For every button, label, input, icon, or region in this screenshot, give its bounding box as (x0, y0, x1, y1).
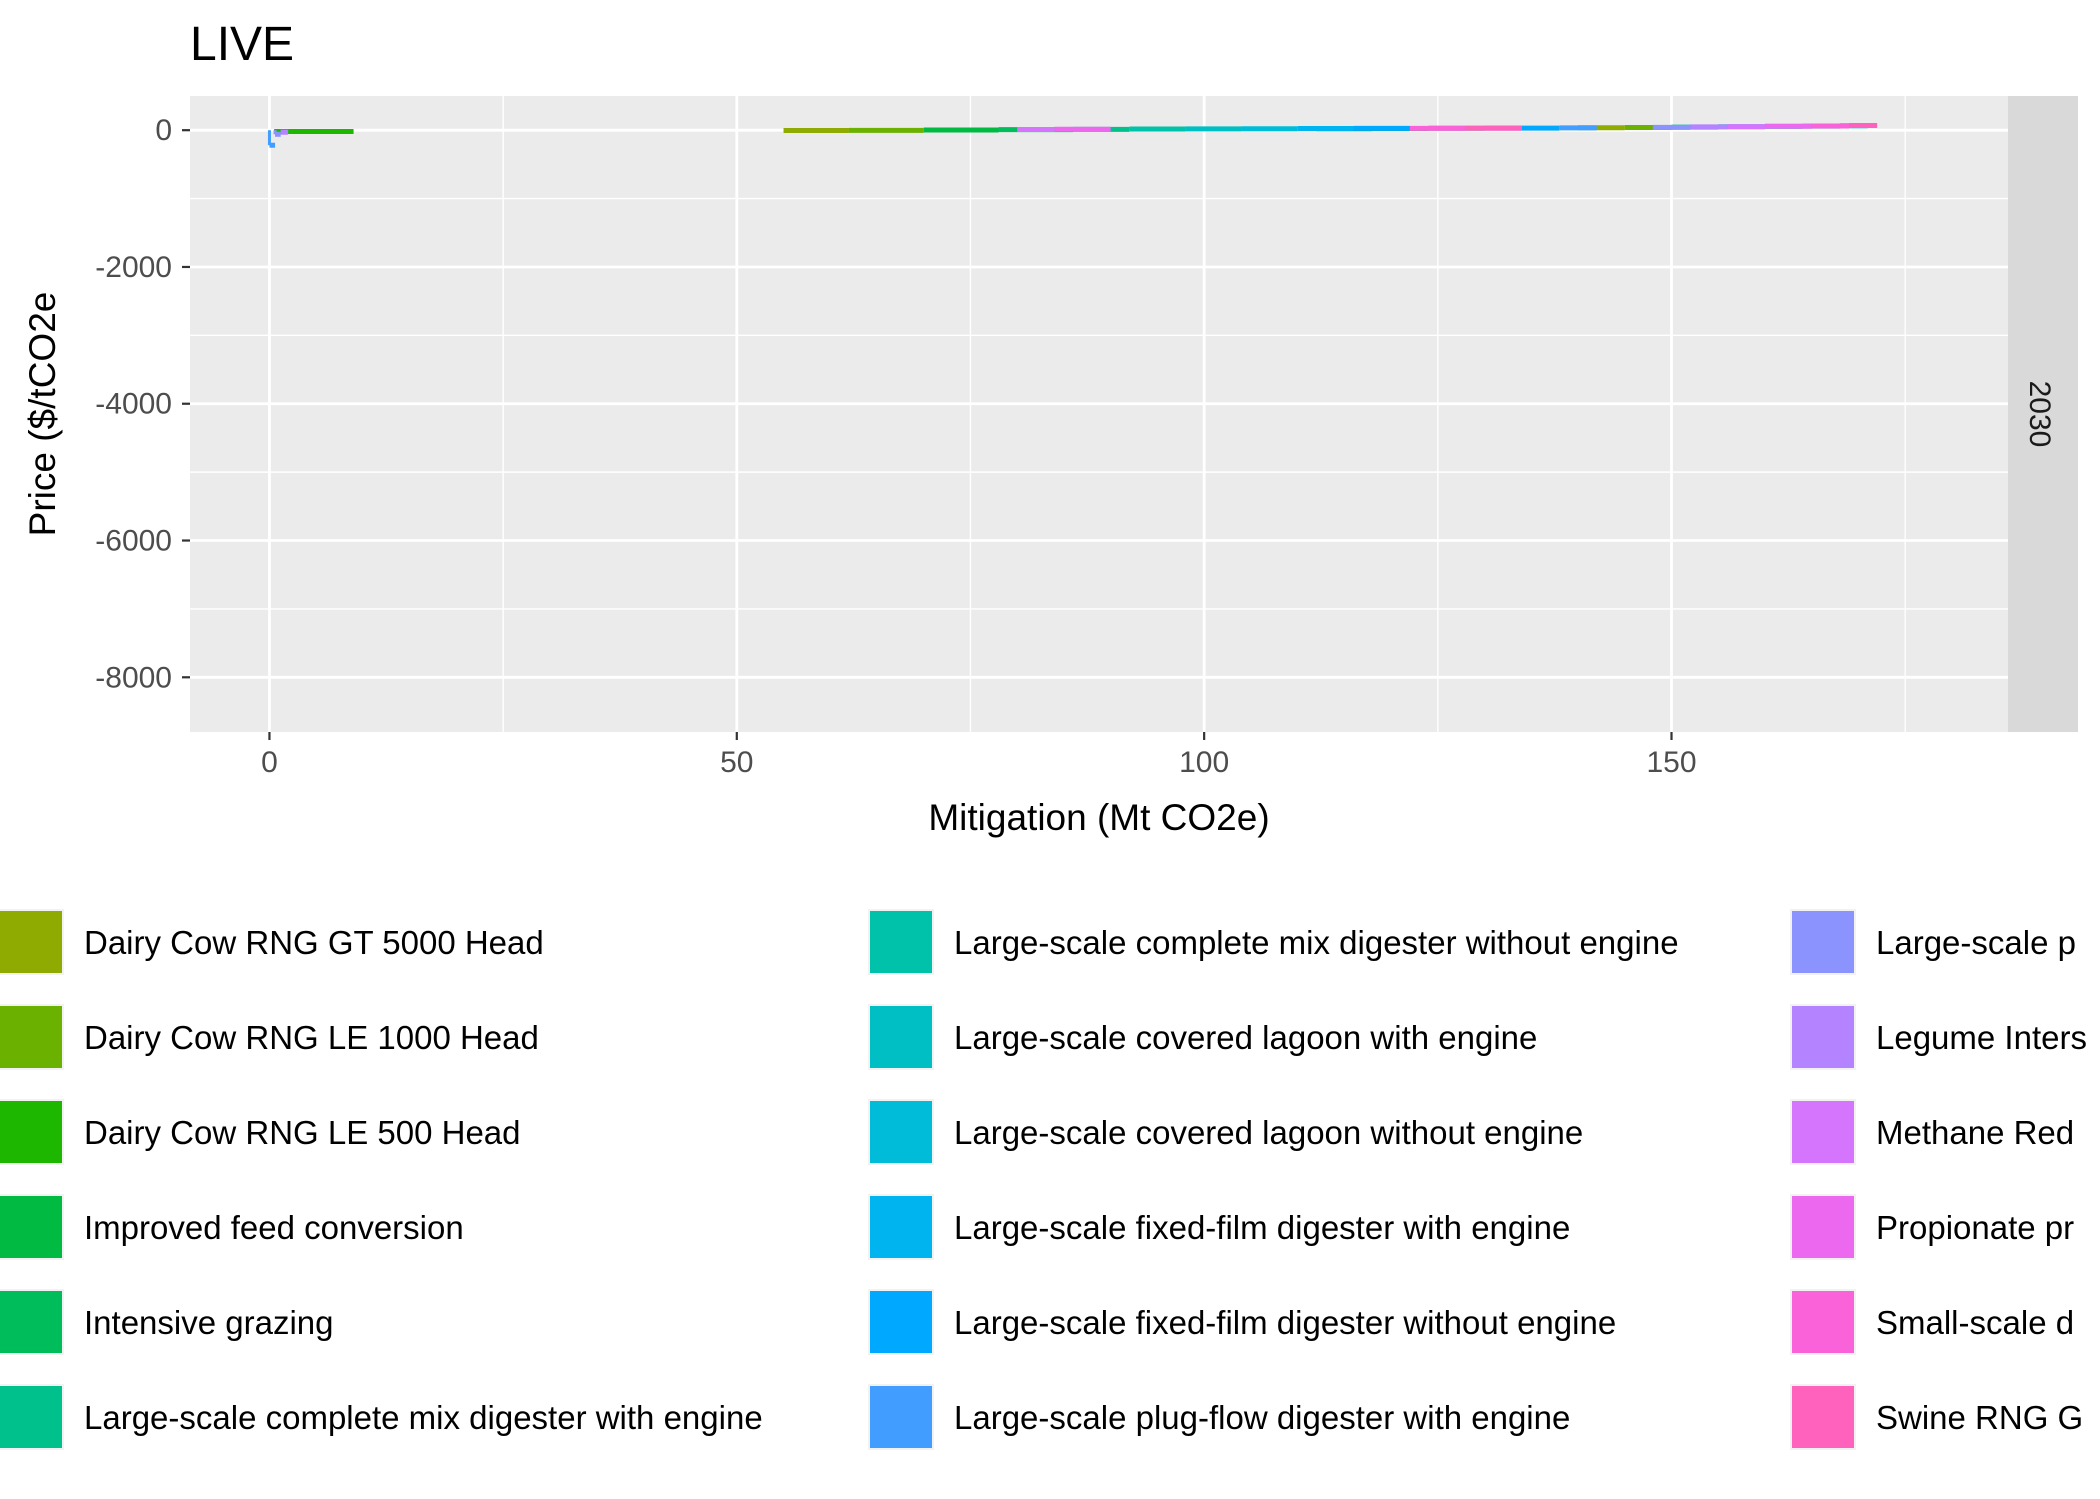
legend-label: Large-scale complete mix digester withou… (954, 924, 1679, 961)
legend-swatch (0, 1006, 62, 1068)
legend-swatch (870, 1386, 932, 1448)
y-tick-label: 0 (155, 114, 172, 147)
legend-label: Improved feed conversion (84, 1209, 464, 1246)
legend-swatch (0, 1291, 62, 1353)
legend-label: Propionate pr (1876, 1209, 2074, 1246)
legend-swatch (870, 1291, 932, 1353)
legend-label: Swine RNG G (1876, 1399, 2083, 1436)
legend-label: Large-scale covered lagoon with engine (954, 1019, 1537, 1056)
legend-swatch (870, 1006, 932, 1068)
y-tick-label: -4000 (95, 388, 172, 421)
legend-swatch (0, 1196, 62, 1258)
x-tick-label: 100 (1179, 746, 1229, 779)
legend-label: Large-scale complete mix digester with e… (84, 1399, 763, 1436)
y-tick-label: -2000 (95, 251, 172, 284)
legend-label: Intensive grazing (84, 1304, 333, 1341)
x-tick-label: 150 (1646, 746, 1696, 779)
legend-label: Small-scale d (1876, 1304, 2074, 1341)
series-layer (267, 123, 1878, 148)
legend-swatch (1792, 1386, 1854, 1448)
legend-swatch (1792, 1006, 1854, 1068)
plot-panel (190, 96, 2008, 732)
x-tick-label: 0 (261, 746, 278, 779)
legend-swatch (1792, 911, 1854, 973)
legend-label: Large-scale plug-flow digester with engi… (954, 1399, 1570, 1436)
x-axis-title: Mitigation (Mt CO2e) (928, 797, 1269, 838)
y-axis-title: Price ($/tCO2e (22, 292, 63, 537)
legend-label: Methane Red (1876, 1114, 2074, 1151)
legend: Dairy Cow RNG GT 5000 Head Dairy Cow RNG … (0, 909, 2087, 1450)
facet-strip (2008, 96, 2078, 732)
legend-swatch (1792, 1196, 1854, 1258)
legend-label: Dairy Cow RNG GT 5000 Head (84, 924, 544, 961)
legend-swatch (870, 1196, 932, 1258)
legend-label: Large-scale fixed-film digester without … (954, 1304, 1616, 1341)
y-axis: 0 -2000 -4000 -6000 -8000 (95, 114, 190, 694)
legend-swatch (0, 911, 62, 973)
legend-label: Large-scale fixed-film digester with eng… (954, 1209, 1570, 1246)
minor-gridlines (190, 96, 2008, 732)
x-tick-label: 50 (720, 746, 753, 779)
y-tick-label: -8000 (95, 661, 172, 694)
legend-swatch (1792, 1291, 1854, 1353)
legend-swatch (0, 1101, 62, 1163)
legend-swatch (870, 911, 932, 973)
y-tick-label: -6000 (95, 525, 172, 558)
legend-swatch (870, 1101, 932, 1163)
legend-label: Large-scale p (1876, 924, 2076, 961)
legend-label: Large-scale covered lagoon without engin… (954, 1114, 1583, 1151)
legend-label: Dairy Cow RNG LE 1000 Head (84, 1019, 539, 1056)
x-axis: 0 50 100 150 (261, 732, 1697, 779)
legend-swatch (1792, 1101, 1854, 1163)
legend-label: Legume Inters (1876, 1019, 2087, 1056)
facet-strip-label: 2030 (2023, 381, 2056, 448)
chart-title: LIVE (190, 18, 294, 71)
legend-label: Dairy Cow RNG LE 500 Head (84, 1114, 521, 1151)
legend-swatch (0, 1386, 62, 1448)
